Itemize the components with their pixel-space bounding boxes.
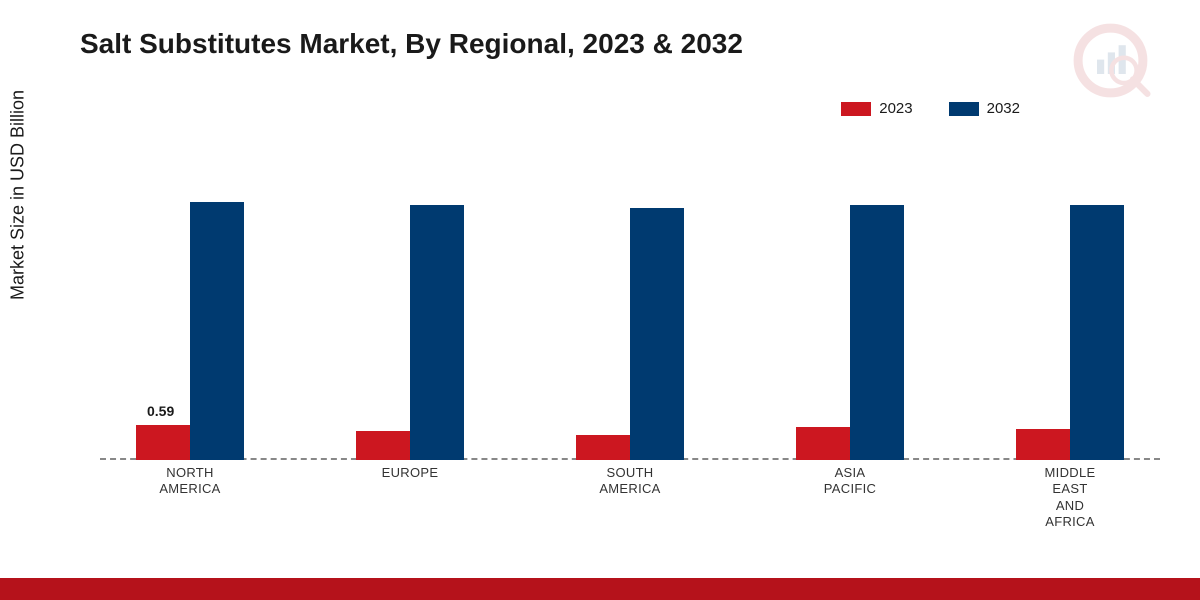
legend-swatch-2032: [949, 102, 979, 116]
bar-group: [1010, 205, 1130, 460]
bar-2023: [1016, 429, 1070, 460]
bar-group: [130, 202, 250, 460]
y-axis-label: Market Size in USD Billion: [8, 90, 29, 300]
plot-area: 0.59: [100, 150, 1160, 460]
legend-swatch-2023: [841, 102, 871, 116]
legend: 2023 2032: [841, 100, 1020, 117]
bar-2023: [136, 425, 190, 460]
bar-2032: [630, 208, 684, 460]
chart-title: Salt Substitutes Market, By Regional, 20…: [80, 28, 743, 60]
bar-group: [790, 205, 910, 460]
x-axis-ticks: NORTHAMERICA EUROPE SOUTHAMERICA ASIAPACIFI…: [100, 465, 1160, 545]
x-tick-label: SOUTHAMERICA: [570, 465, 690, 498]
bar-group: [350, 205, 470, 460]
legend-item-2023: 2023: [841, 100, 912, 117]
bar-2032: [1070, 205, 1124, 460]
legend-label-2032: 2032: [987, 100, 1020, 117]
footer-bar: [0, 580, 1200, 600]
bar-2032: [410, 205, 464, 460]
legend-label-2023: 2023: [879, 100, 912, 117]
bar-2032: [850, 205, 904, 460]
bar-2023: [576, 435, 630, 460]
x-tick-label: MIDDLEEASTANDAFRICA: [1010, 465, 1130, 530]
page-root: Salt Substitutes Market, By Regional, 20…: [0, 0, 1200, 600]
bar-2023: [796, 427, 850, 460]
watermark-logo-icon: [1070, 20, 1160, 110]
bar-2032: [190, 202, 244, 460]
bar-2023: [356, 431, 410, 460]
x-tick-label: ASIAPACIFIC: [790, 465, 910, 498]
x-tick-label: EUROPE: [350, 465, 470, 481]
bar-group: [570, 208, 690, 460]
x-tick-label: NORTHAMERICA: [130, 465, 250, 498]
legend-item-2032: 2032: [949, 100, 1020, 117]
value-label: 0.59: [147, 403, 174, 419]
